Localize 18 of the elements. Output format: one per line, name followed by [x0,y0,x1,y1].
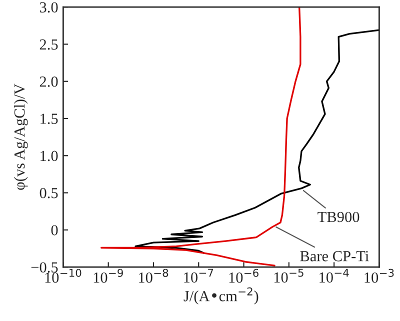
x-tick-label: 10$^{−5}$ [274,268,304,283]
y-tick-label: 1.0 [40,150,58,162]
x-tick-label: 10$^{−3}$ [364,268,394,283]
y-tick-label: 2.5 [40,39,58,50]
x-axis-title: J/(A•cm$^{−2}$) [184,287,258,304]
x-tick-label: 10$^{−7}$ [184,268,214,283]
y-tick-label: 1.5 [40,114,58,124]
x-tick-label: 10$^{−8}$ [139,268,168,283]
y-tick-label: 3.0 [40,2,58,13]
x-tick-label: 10$^{−6}$ [229,268,258,283]
y-tick-label: 0.5 [40,188,58,198]
y-axis-title: φ(vs Ag/AgCl)/V [14,84,28,190]
annotation: Bare CP-Ti [300,251,369,262]
x-tick-label: 10$^{−9}$ [94,268,123,283]
annotation: TB900 [318,212,360,222]
y-tick-label: 2.0 [40,76,58,87]
y-tick-label: 0 [51,225,58,236]
x-tick-label: 10$^{−4}$ [320,268,349,283]
